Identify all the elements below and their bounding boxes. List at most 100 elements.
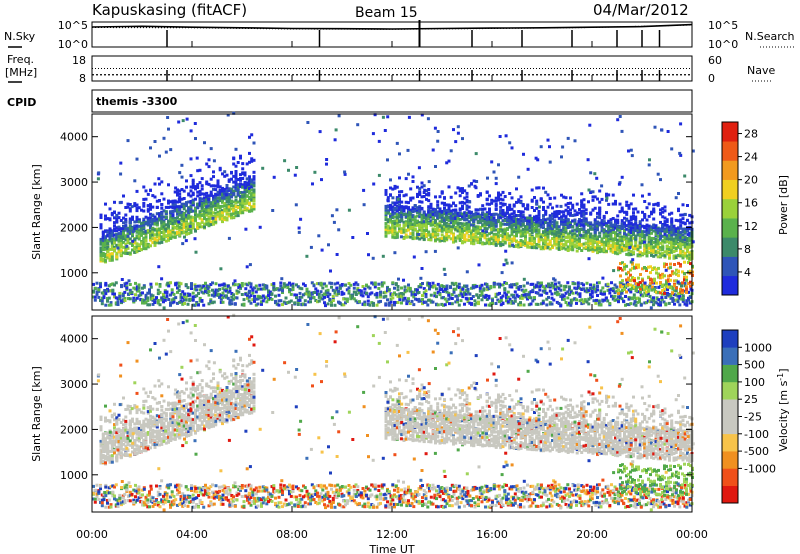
power-cell — [102, 296, 106, 300]
power-cell — [205, 217, 209, 221]
power-cell — [252, 199, 256, 203]
power-cell — [119, 227, 123, 231]
power-cell — [225, 173, 229, 177]
power-cell — [501, 190, 505, 194]
power-cell — [237, 290, 241, 294]
power-cell — [113, 200, 116, 204]
power-cell — [512, 204, 516, 208]
power-cell — [470, 182, 473, 186]
power-cell — [160, 215, 164, 219]
power-cell — [481, 204, 485, 208]
power-cell — [211, 281, 214, 285]
power-cell — [158, 182, 161, 186]
power-cell — [173, 203, 177, 207]
power-cell — [155, 235, 159, 239]
power-cell — [535, 202, 539, 206]
power-cell — [533, 196, 536, 199]
freq-label: Freq. — [7, 53, 34, 66]
power-cell — [203, 225, 206, 229]
power-cell — [160, 224, 164, 228]
power-cell — [178, 192, 182, 196]
power-cell — [104, 243, 107, 247]
power-cell — [252, 188, 256, 192]
power-cell — [234, 147, 238, 151]
power-cell — [607, 202, 611, 206]
power-cell — [683, 212, 687, 216]
power-cell — [169, 148, 173, 152]
power-cell — [137, 224, 141, 228]
power-cell — [187, 222, 191, 226]
power-cell — [636, 210, 640, 214]
power-cell — [205, 195, 209, 198]
power-cell — [187, 209, 191, 213]
power-cell — [196, 213, 200, 217]
power-cell — [140, 228, 143, 232]
power-cell — [686, 204, 689, 207]
power-cell — [198, 198, 202, 202]
power-cell — [137, 247, 141, 251]
power-cell — [420, 207, 424, 211]
power-cell — [501, 198, 505, 202]
power-cell — [205, 210, 209, 214]
power-cell — [200, 214, 204, 217]
power-cell — [122, 235, 125, 239]
power-cell — [158, 241, 161, 245]
power-cell — [652, 210, 656, 214]
power-cell — [196, 222, 200, 225]
power-cell — [171, 230, 175, 233]
power-cell — [659, 232, 662, 235]
power-cell — [411, 233, 415, 237]
power-cell — [153, 140, 157, 143]
power-cell — [106, 233, 110, 237]
power-cell — [555, 204, 559, 208]
power-cell — [627, 206, 631, 210]
power-cell — [575, 202, 579, 206]
power-cell — [106, 256, 110, 260]
power-cell — [180, 231, 184, 235]
power-cell — [113, 224, 116, 228]
power-cell — [173, 205, 177, 209]
power-cell — [598, 206, 602, 210]
power-cell — [151, 220, 155, 224]
power-cell — [189, 210, 193, 213]
power-cell — [110, 233, 114, 237]
power-cell — [209, 220, 213, 224]
power-cell — [125, 286, 129, 290]
power-cell — [176, 193, 179, 197]
power-cell — [100, 302, 104, 306]
power-cell — [200, 184, 204, 188]
power-cell — [180, 188, 184, 191]
power-cell — [454, 140, 458, 144]
power-cell — [131, 243, 134, 247]
power-cell — [177, 284, 181, 288]
power-cell — [142, 197, 146, 201]
power-cell — [596, 228, 599, 232]
power-cell — [564, 196, 568, 200]
power-cell — [207, 290, 211, 293]
power-cell — [537, 186, 541, 190]
power-cell — [160, 212, 164, 216]
power-cell — [169, 233, 173, 237]
power-cell — [384, 189, 388, 192]
power-cell — [652, 217, 656, 221]
power-cell — [113, 211, 116, 214]
power-cell — [196, 194, 200, 198]
power-cell — [156, 299, 160, 302]
power-cell — [526, 204, 530, 208]
power-cell — [191, 178, 195, 182]
power-cell — [200, 225, 204, 229]
power-cell — [126, 246, 130, 250]
power-cell — [427, 199, 431, 203]
power-cell — [189, 200, 193, 204]
power-cell — [164, 216, 168, 219]
power-cell — [117, 228, 121, 232]
power-cell — [115, 255, 119, 259]
power-cell — [144, 244, 148, 248]
power-cell — [544, 210, 548, 214]
power-cell — [155, 221, 159, 225]
power-cell — [454, 204, 458, 208]
power-cell — [214, 196, 218, 200]
power-cell — [194, 217, 197, 221]
power-cell — [427, 191, 431, 195]
power-cell — [128, 227, 132, 230]
